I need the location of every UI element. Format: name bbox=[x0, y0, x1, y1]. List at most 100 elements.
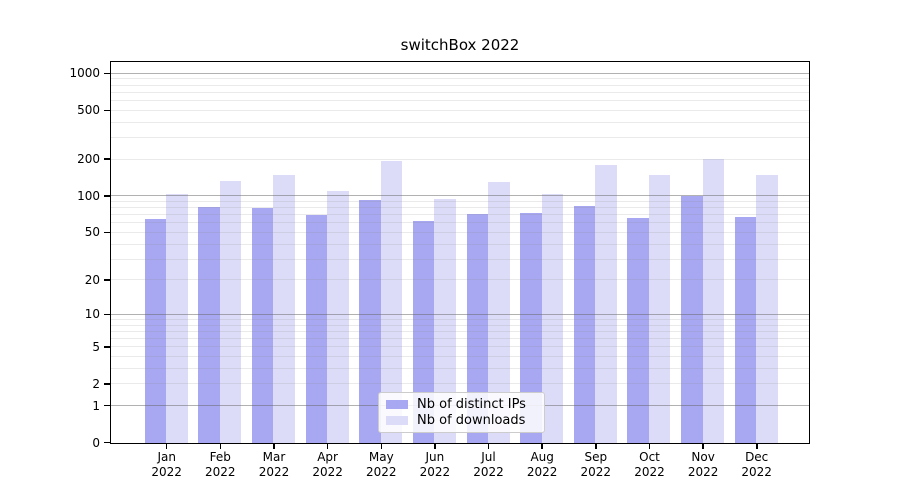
y-gridline-major bbox=[111, 72, 809, 74]
y-tick-mark bbox=[104, 158, 111, 160]
x-tick-label: Sep 2022 bbox=[569, 450, 623, 480]
x-tick-label-year: 2022 bbox=[258, 465, 290, 479]
y-gridline-minor bbox=[111, 207, 809, 209]
y-gridline-minor bbox=[111, 367, 809, 369]
y-gridline-minor bbox=[111, 84, 809, 86]
x-tick-label: Jan 2022 bbox=[140, 450, 194, 480]
y-tick-mark bbox=[104, 441, 111, 444]
x-tick-label: Jul 2022 bbox=[462, 450, 516, 480]
legend-item-distinct-ips: Nb of distinct IPs bbox=[386, 397, 537, 412]
x-tick-label-year: 2022 bbox=[526, 465, 558, 479]
y-gridline-minor bbox=[111, 231, 809, 233]
y-gridline-minor bbox=[111, 109, 809, 111]
y-tick-label: 100 bbox=[77, 188, 100, 203]
x-tick-mark bbox=[756, 444, 758, 449]
bar-distinct-ips bbox=[520, 212, 542, 443]
y-tick-mark bbox=[104, 313, 111, 316]
y-tick-mark bbox=[104, 346, 111, 348]
bar-distinct-ips bbox=[573, 206, 596, 443]
x-tick-label-year: 2022 bbox=[366, 465, 397, 479]
y-tick-label: 10 bbox=[84, 307, 100, 322]
y-gridline-minor bbox=[111, 258, 809, 260]
x-tick-label-month: Oct bbox=[639, 450, 660, 464]
x-tick-label-month: Dec bbox=[745, 450, 769, 464]
y-tick-label: 200 bbox=[77, 152, 100, 166]
bar-distinct-ips bbox=[466, 214, 489, 443]
bar-downloads bbox=[488, 182, 510, 443]
x-tick-label: Dec 2022 bbox=[730, 450, 784, 480]
y-tick-label: 20 bbox=[84, 272, 100, 287]
bar-downloads bbox=[166, 194, 188, 443]
x-tick-mark bbox=[487, 444, 490, 449]
x-tick-label-month: Aug bbox=[530, 450, 554, 464]
y-tick-mark bbox=[104, 383, 111, 385]
x-tick-label-year: 2022 bbox=[419, 465, 451, 479]
x-tick-label: Apr 2022 bbox=[301, 450, 355, 480]
x-tick-mark bbox=[326, 444, 329, 449]
x-tick-label-month: Feb bbox=[209, 450, 231, 464]
y-tick-mark bbox=[104, 72, 111, 74]
x-tick-mark bbox=[434, 444, 436, 449]
bar-downloads bbox=[327, 191, 349, 443]
bar-downloads bbox=[648, 174, 671, 443]
legend-swatch-downloads-icon bbox=[386, 415, 408, 425]
x-tick-mark bbox=[702, 444, 704, 449]
y-tick-label: 50 bbox=[84, 225, 100, 240]
y-gridline-minor bbox=[111, 243, 809, 245]
x-tick-mark bbox=[273, 444, 275, 449]
y-tick-label: 0 bbox=[92, 435, 100, 450]
bar-downloads bbox=[380, 160, 403, 443]
y-tick-mark bbox=[104, 109, 111, 111]
y-tick-mark bbox=[104, 279, 111, 281]
legend: Nb of distinct IPs Nb of downloads bbox=[378, 392, 545, 433]
bar-downloads bbox=[434, 199, 456, 443]
y-gridline-minor bbox=[111, 330, 809, 332]
y-gridline-minor bbox=[111, 356, 809, 357]
x-tick-label: May 2022 bbox=[354, 450, 408, 480]
y-gridline-minor bbox=[111, 137, 809, 138]
bar-downloads bbox=[756, 174, 778, 443]
x-tick-mark bbox=[219, 444, 222, 449]
bar-downloads bbox=[702, 159, 725, 443]
legend-label-downloads: Nb of downloads bbox=[417, 412, 526, 428]
x-tick-label-month: Jan bbox=[157, 450, 176, 464]
x-tick-label-year: 2022 bbox=[473, 465, 504, 479]
x-tick-label: Nov 2022 bbox=[676, 450, 730, 480]
y-gridline-minor bbox=[111, 279, 809, 281]
bar-downloads bbox=[219, 181, 242, 443]
y-gridline-minor bbox=[111, 100, 809, 101]
x-tick-label-month: Sep bbox=[584, 450, 608, 464]
x-tick-label: Aug 2022 bbox=[515, 450, 569, 480]
y-gridline-minor bbox=[111, 222, 809, 224]
y-tick-label: 1 bbox=[92, 398, 100, 413]
y-gridline-minor bbox=[111, 318, 809, 320]
y-tick-label: 500 bbox=[77, 103, 100, 118]
y-gridline-minor bbox=[111, 200, 809, 202]
y-gridline-minor bbox=[111, 91, 809, 93]
y-tick-label: 2 bbox=[92, 376, 100, 391]
y-gridline-major bbox=[111, 313, 809, 315]
bar-distinct-ips bbox=[734, 216, 757, 443]
x-tick-mark bbox=[595, 444, 597, 449]
bar-distinct-ips bbox=[144, 219, 167, 443]
y-tick-label: 5 bbox=[92, 339, 100, 354]
y-tick-label: 1000 bbox=[69, 66, 100, 81]
x-tick-mark bbox=[165, 444, 168, 449]
x-tick-label-month: Mar bbox=[262, 450, 286, 464]
x-tick-label: Feb 2022 bbox=[193, 450, 247, 480]
bar-distinct-ips bbox=[198, 206, 220, 443]
legend-swatch-distinct-ips-icon bbox=[386, 400, 408, 410]
x-tick-mark bbox=[541, 444, 543, 449]
bar-downloads bbox=[273, 174, 295, 443]
y-gridline-minor bbox=[111, 346, 809, 348]
x-tick-label: Oct 2022 bbox=[623, 450, 677, 480]
x-tick-label-year: 2022 bbox=[151, 465, 182, 479]
bar-distinct-ips bbox=[305, 215, 328, 443]
y-tick-mark bbox=[104, 231, 111, 234]
bar-downloads bbox=[595, 165, 617, 443]
y-tick-mark bbox=[104, 404, 111, 407]
bar-distinct-ips bbox=[681, 196, 703, 443]
legend-item-downloads: Nb of downloads bbox=[386, 413, 537, 428]
x-tick-label-year: 2022 bbox=[634, 465, 665, 479]
